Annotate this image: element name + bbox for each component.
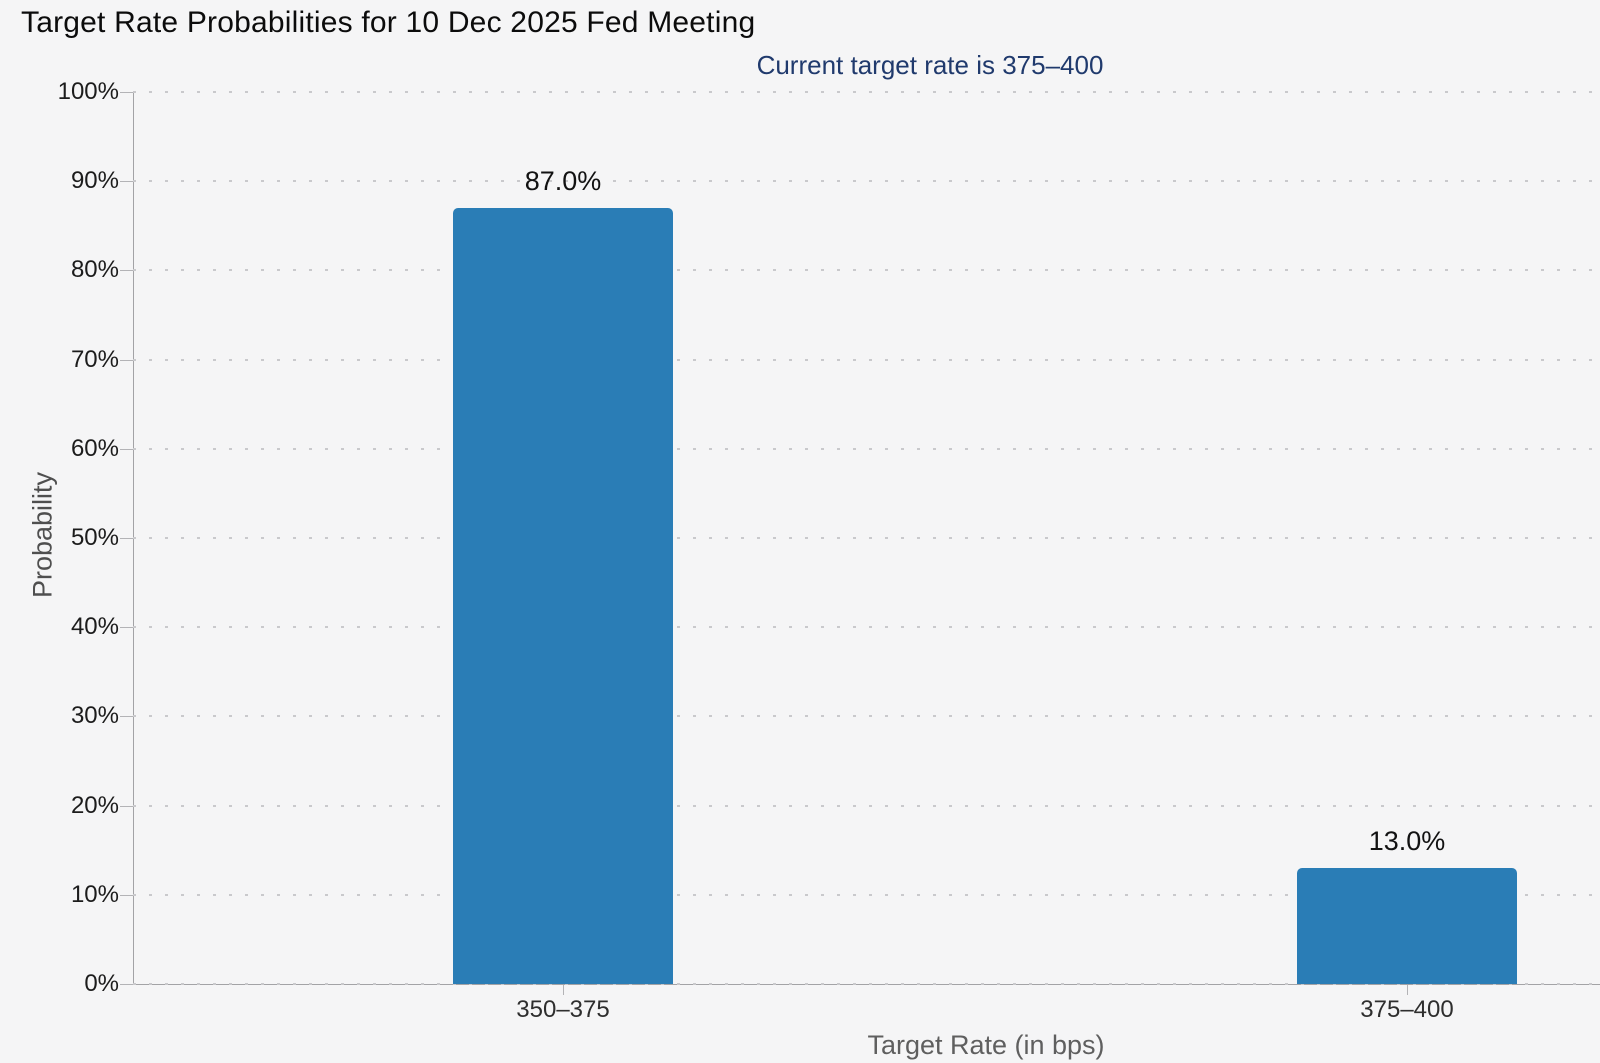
y-tick-30pct (120, 716, 133, 718)
h-gridline-70pct (133, 358, 1600, 361)
y-tick-20pct (120, 805, 133, 807)
h-gridline-40pct (133, 626, 1600, 629)
h-gridline-10pct (133, 893, 1600, 896)
bar-375-400[interactable] (1297, 868, 1517, 984)
y-tick-70pct (120, 359, 133, 361)
y-tick-label: 0% (84, 970, 119, 997)
y-tick-label: 100% (57, 78, 119, 105)
y-tick-label: 90% (70, 167, 119, 195)
x-tick-0 (563, 985, 564, 995)
x-category-label: 350–375 (516, 996, 610, 1023)
y-tick-label: 10% (70, 880, 119, 908)
h-gridline-60pct (133, 447, 1600, 450)
bar-value-label: 87.0% (524, 165, 602, 196)
y-tick-80pct (120, 270, 133, 272)
x-tick-1 (1407, 985, 1408, 995)
chart-title: Target Rate Probabilities for 10 Dec 202… (21, 6, 756, 39)
chart-subtitle: Current target rate is 375–400 (756, 50, 1104, 80)
bar-350-375[interactable] (453, 207, 673, 984)
y-tick-40pct (120, 627, 133, 629)
y-tick-label: 80% (70, 256, 119, 284)
y-tick-label: 60% (70, 434, 119, 462)
y-tick-label: 30% (70, 702, 119, 730)
y-tick-label: 40% (70, 613, 119, 641)
y-tick-90pct (120, 181, 133, 183)
y-tick-label: 20% (70, 791, 119, 819)
h-gridline-100pct (133, 91, 1600, 93)
bar-value-label: 13.0% (1368, 826, 1446, 857)
h-gridline-80pct (133, 269, 1600, 272)
y-tick-100pct (120, 92, 133, 93)
x-axis-title: Target Rate (in bps) (867, 1030, 1105, 1060)
x-category-label: 375–400 (1360, 996, 1454, 1023)
h-gridline-20pct (133, 804, 1600, 807)
h-gridline-50pct (133, 537, 1600, 539)
h-gridline-0pct (133, 983, 1600, 985)
h-gridline-30pct (133, 715, 1600, 718)
y-tick-label: 50% (70, 524, 119, 551)
h-gridline-90pct (133, 180, 1600, 183)
y-tick-label: 70% (70, 345, 119, 373)
y-tick-50pct (120, 538, 133, 539)
y-tick-60pct (120, 448, 133, 450)
y-tick-10pct (120, 894, 133, 896)
y-tick-0pct (120, 984, 133, 985)
